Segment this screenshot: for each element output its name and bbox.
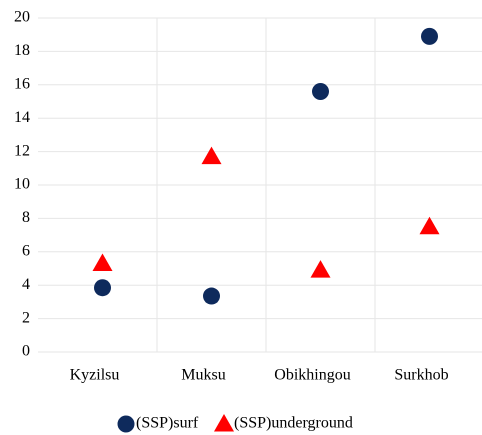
legend-marker bbox=[214, 414, 234, 432]
x-tick-label: Obikhingou bbox=[274, 367, 350, 384]
x-tick-label: Surkhob bbox=[394, 367, 448, 384]
y-tick-label: 12 bbox=[14, 142, 30, 159]
y-tick-label: 2 bbox=[22, 309, 30, 326]
y-tick-label: 4 bbox=[22, 276, 30, 293]
point bbox=[201, 146, 222, 165]
y-tick-label: 20 bbox=[14, 9, 30, 26]
y-tick-label: 0 bbox=[22, 343, 30, 360]
legend-marker bbox=[117, 415, 135, 433]
y-tick-label: 6 bbox=[22, 242, 30, 259]
x-tick-label: Muksu bbox=[181, 367, 225, 384]
point bbox=[421, 27, 438, 45]
y-tick-label: 18 bbox=[14, 42, 30, 59]
y-tick-label: 14 bbox=[14, 109, 30, 126]
point bbox=[94, 279, 111, 297]
point bbox=[203, 287, 220, 305]
point bbox=[92, 253, 113, 271]
legend-label: (SSP)surf bbox=[136, 415, 199, 432]
point bbox=[310, 260, 331, 278]
y-tick-label: 8 bbox=[22, 209, 30, 226]
legend-label: (SSP)underground bbox=[234, 415, 353, 432]
y-tick-label: 16 bbox=[14, 75, 30, 92]
y-tick-label: 10 bbox=[14, 176, 30, 193]
point bbox=[312, 82, 329, 100]
x-tick-label: Kyzilsu bbox=[70, 367, 120, 384]
point bbox=[419, 216, 440, 235]
